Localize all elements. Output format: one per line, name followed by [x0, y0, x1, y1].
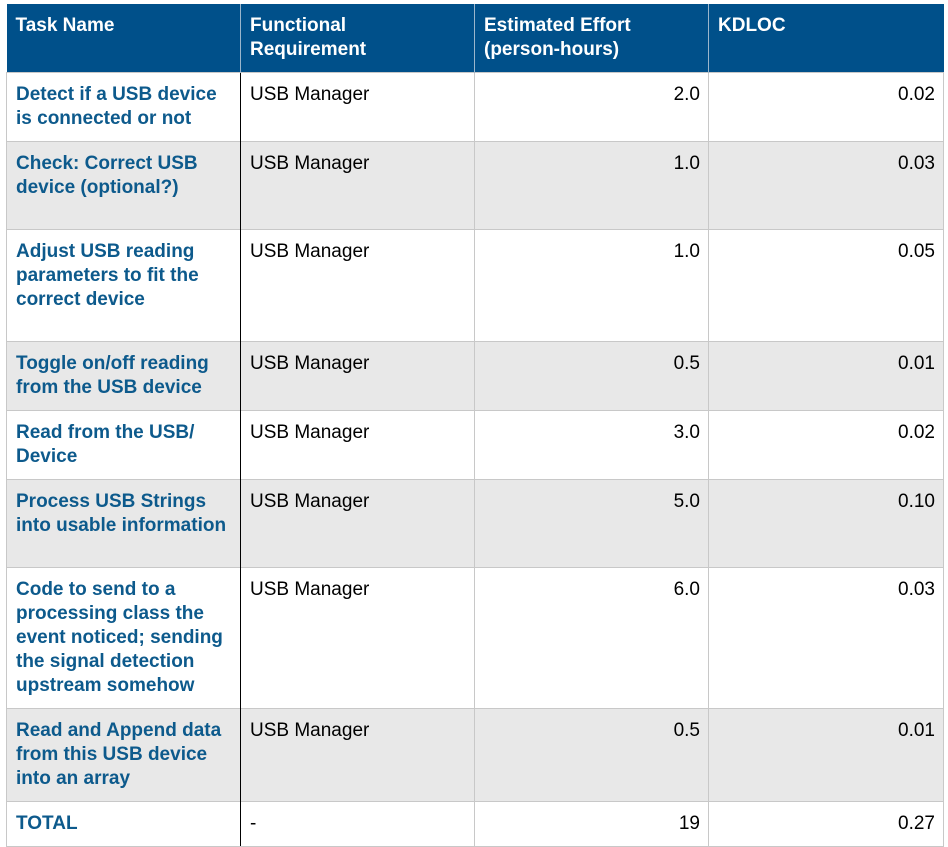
- effort-cell: 0.5: [474, 708, 709, 802]
- total-label-cell: TOTAL: [6, 801, 241, 847]
- effort-cell: 1.0: [474, 229, 709, 342]
- task-name-cell: Read from the USB/ Device: [6, 410, 241, 480]
- table-row: Detect if a USB device is connected or n…: [6, 72, 944, 142]
- effort-cell: 0.5: [474, 341, 709, 411]
- table-row: Check: Correct USB device (optional?) US…: [6, 141, 944, 230]
- task-name-cell: Code to send to a processing class the e…: [6, 567, 241, 709]
- total-effort-cell: 19: [474, 801, 709, 847]
- requirement-cell: USB Manager: [240, 229, 475, 342]
- task-name-cell: Check: Correct USB device (optional?): [6, 141, 241, 230]
- header-task-name: Task Name: [6, 4, 241, 73]
- effort-table: Task Name Functional Requirement Estimat…: [6, 4, 944, 847]
- kdloc-cell: 0.03: [708, 141, 944, 230]
- table-row: Code to send to a processing class the e…: [6, 567, 944, 709]
- requirement-cell: USB Manager: [240, 341, 475, 411]
- task-name-cell: Detect if a USB device is connected or n…: [6, 72, 241, 142]
- table-row: Process USB Strings into usable informat…: [6, 479, 944, 568]
- effort-table-container: Task Name Functional Requirement Estimat…: [6, 4, 944, 847]
- kdloc-cell: 0.02: [708, 72, 944, 142]
- effort-cell: 5.0: [474, 479, 709, 568]
- requirement-cell: USB Manager: [240, 708, 475, 802]
- kdloc-cell: 0.05: [708, 229, 944, 342]
- task-name-cell: Toggle on/off reading from the USB devic…: [6, 341, 241, 411]
- table-row: Toggle on/off reading from the USB devic…: [6, 341, 944, 411]
- table-header-row: Task Name Functional Requirement Estimat…: [6, 4, 944, 73]
- requirement-cell: USB Manager: [240, 567, 475, 709]
- requirement-cell: USB Manager: [240, 410, 475, 480]
- kdloc-cell: 0.10: [708, 479, 944, 568]
- kdloc-cell: 0.01: [708, 708, 944, 802]
- task-name-cell: Read and Append data from this USB devic…: [6, 708, 241, 802]
- effort-cell: 1.0: [474, 141, 709, 230]
- total-kdloc-cell: 0.27: [708, 801, 944, 847]
- requirement-cell: USB Manager: [240, 141, 475, 230]
- task-name-cell: Process USB Strings into usable informat…: [6, 479, 241, 568]
- kdloc-cell: 0.03: [708, 567, 944, 709]
- table-row: Read from the USB/ Device USB Manager 3.…: [6, 410, 944, 480]
- header-functional-requirement: Functional Requirement: [240, 4, 475, 73]
- table-row: Adjust USB reading parameters to fit the…: [6, 229, 944, 342]
- task-name-cell: Adjust USB reading parameters to fit the…: [6, 229, 241, 342]
- header-estimated-effort: Estimated Effort (person-hours): [474, 4, 709, 73]
- effort-cell: 3.0: [474, 410, 709, 480]
- effort-cell: 2.0: [474, 72, 709, 142]
- kdloc-cell: 0.01: [708, 341, 944, 411]
- effort-cell: 6.0: [474, 567, 709, 709]
- kdloc-cell: 0.02: [708, 410, 944, 480]
- requirement-cell: USB Manager: [240, 479, 475, 568]
- total-row: TOTAL - 19 0.27: [6, 801, 944, 847]
- total-requirement-cell: -: [240, 801, 475, 847]
- header-kdloc: KDLOC: [708, 4, 944, 73]
- table-row: Read and Append data from this USB devic…: [6, 708, 944, 802]
- requirement-cell: USB Manager: [240, 72, 475, 142]
